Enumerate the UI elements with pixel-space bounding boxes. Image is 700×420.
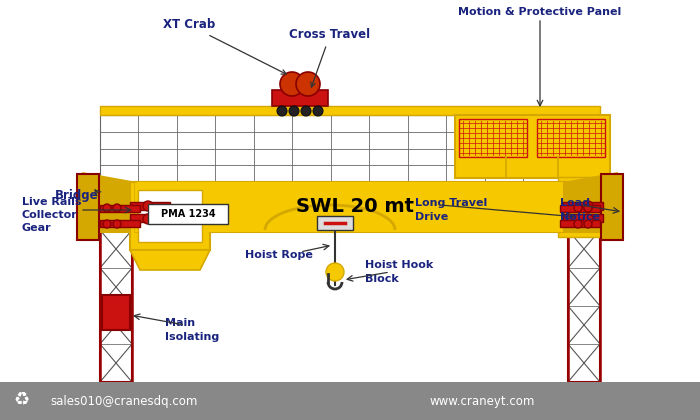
Bar (568, 192, 600, 382)
Bar (100, 192, 132, 382)
Bar (0, 382, 700, 420)
Bar (568, 192, 600, 382)
Polygon shape (130, 250, 210, 270)
Bar (77, 174, 99, 240)
Text: Bridge: Bridge (55, 189, 99, 202)
Circle shape (574, 204, 582, 212)
Circle shape (296, 72, 320, 96)
Bar (102, 295, 130, 330)
Bar (563, 202, 603, 210)
Circle shape (574, 220, 582, 228)
Circle shape (103, 220, 111, 228)
Bar (558, 177, 610, 237)
Bar (272, 90, 328, 106)
Bar (130, 202, 170, 210)
Text: Motion & Protective Panel: Motion & Protective Panel (458, 7, 622, 17)
Bar (130, 214, 170, 222)
Bar (100, 192, 132, 382)
Bar (317, 216, 353, 230)
Circle shape (113, 220, 121, 228)
Circle shape (289, 106, 299, 116)
Polygon shape (82, 172, 137, 232)
Bar (134, 182, 142, 232)
Bar (100, 115, 600, 182)
Bar (148, 204, 228, 224)
Circle shape (313, 106, 323, 116)
Text: Hoist Hook
Block: Hoist Hook Block (365, 260, 433, 284)
Text: Long Travel
Drive: Long Travel Drive (415, 198, 487, 222)
Circle shape (583, 201, 593, 211)
Bar (130, 182, 210, 250)
Bar (138, 190, 202, 242)
Circle shape (301, 106, 311, 116)
Text: Main
Isolating: Main Isolating (165, 318, 219, 341)
Text: Hoist Rope: Hoist Rope (245, 250, 313, 260)
Bar (560, 205, 600, 212)
Text: Cross Travel: Cross Travel (289, 29, 370, 87)
Text: Load
Notice: Load Notice (560, 198, 600, 222)
Text: XT Crab: XT Crab (162, 18, 286, 74)
Circle shape (277, 106, 287, 116)
Circle shape (143, 201, 153, 211)
Circle shape (280, 72, 304, 96)
Polygon shape (563, 172, 618, 232)
Circle shape (113, 204, 121, 212)
Bar (82, 182, 618, 232)
Bar (100, 220, 140, 227)
Bar (137, 182, 563, 232)
Circle shape (103, 204, 111, 212)
Circle shape (143, 214, 153, 224)
Circle shape (326, 263, 344, 281)
Text: www.craneyt.com: www.craneyt.com (430, 394, 536, 407)
Circle shape (584, 220, 592, 228)
Bar (601, 174, 623, 240)
Circle shape (583, 214, 593, 224)
Bar (100, 182, 600, 191)
Text: sales010@cranesdq.com: sales010@cranesdq.com (50, 394, 197, 407)
Bar (563, 214, 603, 222)
Bar (455, 115, 610, 178)
Text: ♻: ♻ (14, 392, 30, 410)
Bar (560, 220, 600, 227)
Bar (459, 119, 527, 157)
Bar (100, 106, 600, 115)
Text: SWL 20 mt: SWL 20 mt (296, 197, 414, 216)
Text: PMA 1234: PMA 1234 (161, 209, 216, 219)
Text: Live Rails
Collector
Gear: Live Rails Collector Gear (22, 197, 81, 233)
Bar (100, 205, 140, 212)
Bar (537, 119, 605, 157)
Circle shape (584, 204, 592, 212)
